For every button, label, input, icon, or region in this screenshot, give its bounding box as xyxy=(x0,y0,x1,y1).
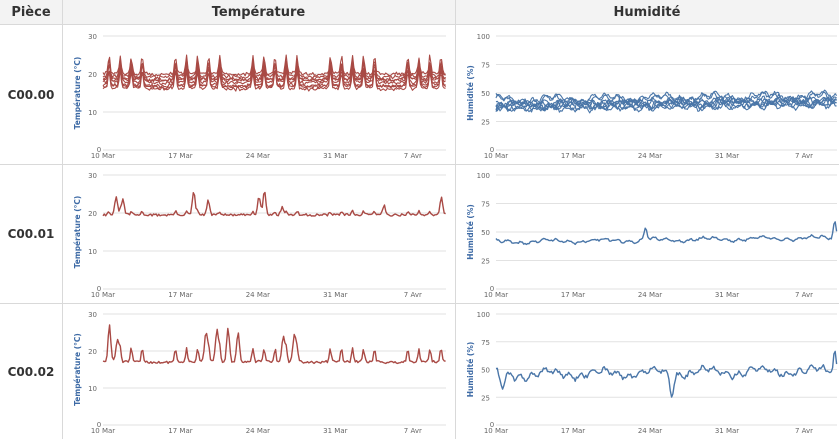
y-tick-label: 25 xyxy=(481,258,490,266)
y-axis-title: Humidité (%) xyxy=(466,342,475,398)
x-tick-label: 7 Avr xyxy=(795,427,813,435)
y-tick-label: 50 xyxy=(481,90,490,98)
x-tick-label: 31 Mar xyxy=(323,152,347,160)
y-axis-title: Humidité (%) xyxy=(466,65,475,121)
x-tick-label: 17 Mar xyxy=(561,291,585,299)
y-axis-title: Température (°C) xyxy=(73,196,82,269)
column-divider xyxy=(455,0,456,439)
x-tick-label: 17 Mar xyxy=(168,152,192,160)
y-tick-label: 10 xyxy=(88,248,97,256)
x-tick-label: 7 Avr xyxy=(404,427,422,435)
humidity-chart-c00-00: 25 50 75 100 010 Mar 17 Mar 24 Mar 31 Mar 7 Avr H… xyxy=(466,33,838,160)
y-tick-label: 25 xyxy=(481,119,490,127)
y-tick-label: 100 xyxy=(477,172,490,180)
y-tick-label: 10 xyxy=(88,109,97,117)
series-line xyxy=(495,96,837,113)
humidity-chart-c00-01: 25 50 75 100 010 Mar 17 Mar 24 Mar 31 Mar 7 Avr H… xyxy=(466,172,838,299)
x-tick-label: 17 Mar xyxy=(168,427,192,435)
series-line xyxy=(102,56,446,80)
x-tick-label: 24 Mar xyxy=(246,427,270,435)
y-tick-label: 10 xyxy=(88,385,97,393)
y-tick-label: 100 xyxy=(477,33,490,41)
x-tick-label: 7 Avr xyxy=(404,291,422,299)
series-line xyxy=(102,58,447,83)
x-tick-label: 7 Avr xyxy=(795,152,813,160)
x-tick-label: 7 Avr xyxy=(404,152,422,160)
y-tick-label: 75 xyxy=(481,62,490,70)
x-tick-label: 10 Mar xyxy=(484,152,508,160)
y-axis-title: Température (°C) xyxy=(73,57,82,130)
series-line xyxy=(102,65,446,90)
column-divider xyxy=(62,0,63,439)
x-tick-label: 17 Mar xyxy=(168,291,192,299)
row-divider xyxy=(0,164,839,165)
x-tick-label: 24 Mar xyxy=(246,152,270,160)
y-tick-label: 100 xyxy=(477,311,490,319)
x-tick-label: 31 Mar xyxy=(715,152,739,160)
x-tick-label: 31 Mar xyxy=(323,291,347,299)
y-tick-label: 50 xyxy=(481,367,490,375)
y-tick-label-zero: 0 xyxy=(490,421,494,429)
x-tick-label: 24 Mar xyxy=(638,427,662,435)
y-tick-label: 30 xyxy=(88,172,97,180)
room-label: C00.02 xyxy=(7,364,55,379)
x-tick-label: 10 Mar xyxy=(484,291,508,299)
series-line xyxy=(495,90,837,107)
humidity-chart-c00-02: 25 50 75 100 010 Mar 17 Mar 24 Mar 31 Mar 7 Avr H… xyxy=(466,311,838,435)
x-tick-label: 10 Mar xyxy=(91,152,115,160)
row-divider xyxy=(0,303,839,304)
y-axis-title: Température (°C) xyxy=(73,333,82,406)
y-tick-label-zero: 0 xyxy=(97,285,101,293)
x-tick-label: 10 Mar xyxy=(91,291,115,299)
x-tick-label: 31 Mar xyxy=(715,291,739,299)
x-tick-label: 31 Mar xyxy=(323,427,347,435)
header-temperature: Température xyxy=(62,0,455,25)
room-label: C00.01 xyxy=(7,227,55,241)
x-tick-label: 17 Mar xyxy=(561,427,585,435)
y-tick-label-zero: 0 xyxy=(97,421,101,429)
x-tick-label: 7 Avr xyxy=(795,291,813,299)
y-tick-label-zero: 0 xyxy=(97,146,101,154)
header-room: Pièce xyxy=(0,0,62,25)
y-tick-label: 30 xyxy=(88,33,97,41)
header-humidity: Humidité xyxy=(455,0,839,25)
temperature-chart-c00-00: 10 20 30 010 Mar 17 Mar 24 Mar 31 Mar 7 Avr Temp… xyxy=(73,33,447,160)
y-tick-label: 75 xyxy=(481,201,490,209)
y-tick-label: 20 xyxy=(88,210,97,218)
x-tick-label: 10 Mar xyxy=(91,427,115,435)
temperature-chart-c00-02: 10 20 30 010 Mar 17 Mar 24 Mar 31 Mar 7 Avr Temp… xyxy=(73,311,446,435)
x-tick-label: 24 Mar xyxy=(638,152,662,160)
y-axis-title: Humidité (%) xyxy=(466,204,475,260)
x-tick-label: 10 Mar xyxy=(484,427,508,435)
y-tick-label: 20 xyxy=(88,71,97,79)
y-tick-label: 25 xyxy=(481,394,490,402)
series-line xyxy=(495,221,838,246)
x-tick-label: 24 Mar xyxy=(246,291,270,299)
y-tick-label: 50 xyxy=(481,229,490,237)
x-tick-label: 17 Mar xyxy=(561,152,585,160)
series-line xyxy=(495,350,838,398)
series-line xyxy=(102,324,446,365)
series-line xyxy=(495,97,837,113)
series-line xyxy=(102,191,446,217)
x-tick-label: 31 Mar xyxy=(715,427,739,435)
y-tick-label-zero: 0 xyxy=(490,285,494,293)
series-line xyxy=(102,54,446,77)
y-tick-label: 75 xyxy=(481,339,490,347)
room-label: C00.00 xyxy=(7,87,55,102)
y-tick-label: 20 xyxy=(88,348,97,356)
y-tick-label-zero: 0 xyxy=(490,146,494,154)
y-tick-label: 30 xyxy=(88,311,97,319)
temperature-chart-c00-01: 10 20 30 010 Mar 17 Mar 24 Mar 31 Mar 7 Avr Temp… xyxy=(73,172,446,299)
x-tick-label: 24 Mar xyxy=(638,291,662,299)
